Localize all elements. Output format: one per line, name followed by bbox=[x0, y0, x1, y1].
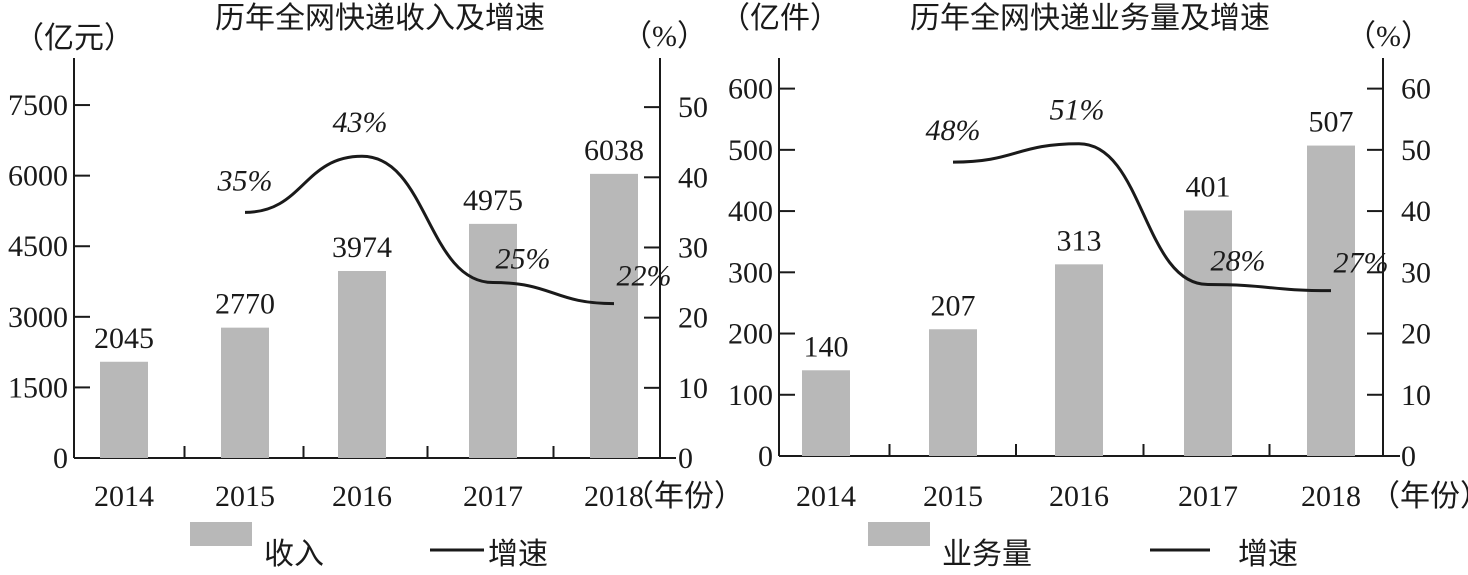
right-y-tick-label: 30 bbox=[678, 231, 708, 264]
left-axis-unit: （亿元） bbox=[14, 22, 134, 55]
x-tick-label: 2016 bbox=[1049, 480, 1109, 513]
right-y-tick-label: 20 bbox=[678, 302, 708, 335]
bar-2017 bbox=[1184, 210, 1232, 456]
growth-rate-label: 28% bbox=[1211, 245, 1266, 278]
bar-value-label: 2770 bbox=[215, 288, 275, 321]
growth-rate-label: 27% bbox=[1334, 247, 1389, 280]
bar-2016 bbox=[338, 270, 386, 458]
bar-2015 bbox=[929, 329, 977, 456]
left-y-tick-label: 0 bbox=[758, 440, 773, 473]
bar-2016 bbox=[1055, 264, 1103, 456]
legend-line-label: 增速 bbox=[488, 538, 548, 570]
left-axis-unit: （亿件） bbox=[720, 2, 840, 35]
bar-2015 bbox=[221, 327, 269, 458]
chart-title: 历年全网快递收入及增速 bbox=[215, 2, 545, 35]
bar-value-label: 6038 bbox=[584, 134, 644, 167]
left-y-tick-label: 3000 bbox=[8, 301, 68, 334]
x-tick-label: 2017 bbox=[1178, 480, 1238, 513]
legend-bar-swatch bbox=[190, 522, 252, 546]
legend-bar-swatch bbox=[868, 522, 930, 546]
bar-value-label: 140 bbox=[804, 330, 849, 363]
bar-2018 bbox=[590, 173, 638, 458]
bar-value-label: 207 bbox=[931, 289, 976, 322]
chart-title: 历年全网快递业务量及增速 bbox=[910, 2, 1270, 35]
left-y-tick-label: 600 bbox=[728, 73, 773, 106]
right-axis-unit: （%） bbox=[1346, 20, 1431, 53]
growth-rate-label: 48% bbox=[926, 114, 981, 147]
left-y-tick-label: 500 bbox=[728, 134, 773, 167]
left-y-tick-label: 0 bbox=[53, 442, 68, 475]
x-tick-label: 2014 bbox=[796, 480, 856, 513]
right-y-tick-label: 10 bbox=[678, 372, 708, 405]
x-tick-label: 2015 bbox=[923, 480, 983, 513]
growth-rate-label: 25% bbox=[496, 243, 551, 276]
x-tick-label: 2014 bbox=[94, 480, 154, 513]
growth-rate-label: 51% bbox=[1050, 94, 1105, 127]
bar-2018 bbox=[1307, 145, 1355, 456]
bar-2014 bbox=[100, 361, 148, 458]
bar-2017 bbox=[469, 223, 517, 458]
bar-value-label: 3974 bbox=[332, 231, 392, 264]
left-y-tick-label: 100 bbox=[728, 379, 773, 412]
x-axis-unit: （年份） bbox=[624, 480, 744, 513]
legend-bar-label: 业务量 bbox=[942, 538, 1032, 570]
x-tick-label: 2018 bbox=[1301, 480, 1361, 513]
legend-line-label: 增速 bbox=[1238, 538, 1298, 570]
legend: 收入 增速 bbox=[190, 522, 548, 571]
right-y-tick-label: 10 bbox=[1401, 379, 1431, 412]
right-y-tick-label: 60 bbox=[1401, 73, 1431, 106]
right-y-tick-label: 30 bbox=[1401, 256, 1431, 289]
bar-value-label: 4975 bbox=[463, 184, 523, 217]
bar-value-label: 507 bbox=[1309, 106, 1354, 139]
right-y-tick-label: 0 bbox=[678, 442, 693, 475]
x-tick-label: 2018 bbox=[584, 480, 644, 513]
growth-rate-label: 22% bbox=[617, 260, 672, 293]
right-y-tick-label: 0 bbox=[1401, 440, 1416, 473]
x-axis-unit: （年份） bbox=[1370, 480, 1468, 513]
right-y-tick-label: 20 bbox=[1401, 318, 1431, 351]
growth-rate-label: 35% bbox=[217, 164, 273, 197]
right-y-tick-label: 50 bbox=[678, 91, 708, 124]
right-y-tick-label: 40 bbox=[1401, 195, 1431, 228]
x-tick-label: 2017 bbox=[463, 480, 523, 513]
left-y-tick-label: 7500 bbox=[8, 89, 68, 122]
right-y-tick-label: 50 bbox=[1401, 134, 1431, 167]
x-tick-label: 2016 bbox=[332, 480, 392, 513]
growth-rate-line bbox=[244, 154, 615, 306]
left-y-tick-label: 300 bbox=[728, 256, 773, 289]
chart-panel-2: 历年全网快递业务量及增速 （亿件） （%） 0 100 200 300 400 500 600 0 1… bbox=[720, 2, 1468, 571]
left-y-tick-label: 6000 bbox=[8, 160, 68, 193]
left-y-tick-label: 200 bbox=[728, 318, 773, 351]
bar-value-label: 313 bbox=[1057, 224, 1102, 257]
left-y-tick-label: 4500 bbox=[8, 230, 68, 263]
legend: 业务量 增速 bbox=[868, 522, 1298, 571]
growth-rate-label: 43% bbox=[333, 106, 388, 139]
chart-panel-1: 历年全网快递收入及增速 （亿元） （%） 0 1500 3000 4500 6000 7500 0… bbox=[8, 2, 744, 571]
bar-value-label: 2045 bbox=[94, 322, 154, 355]
right-axis-unit: （%） bbox=[622, 20, 707, 53]
legend-bar-label: 收入 bbox=[264, 538, 324, 570]
growth-rate-line bbox=[952, 142, 1332, 293]
x-tick-label: 2015 bbox=[215, 480, 275, 513]
right-y-tick-label: 40 bbox=[678, 161, 708, 194]
bar-value-label: 401 bbox=[1186, 170, 1231, 203]
bar-2014 bbox=[802, 370, 850, 456]
left-y-tick-label: 400 bbox=[728, 195, 773, 228]
left-y-tick-label: 1500 bbox=[8, 371, 68, 404]
